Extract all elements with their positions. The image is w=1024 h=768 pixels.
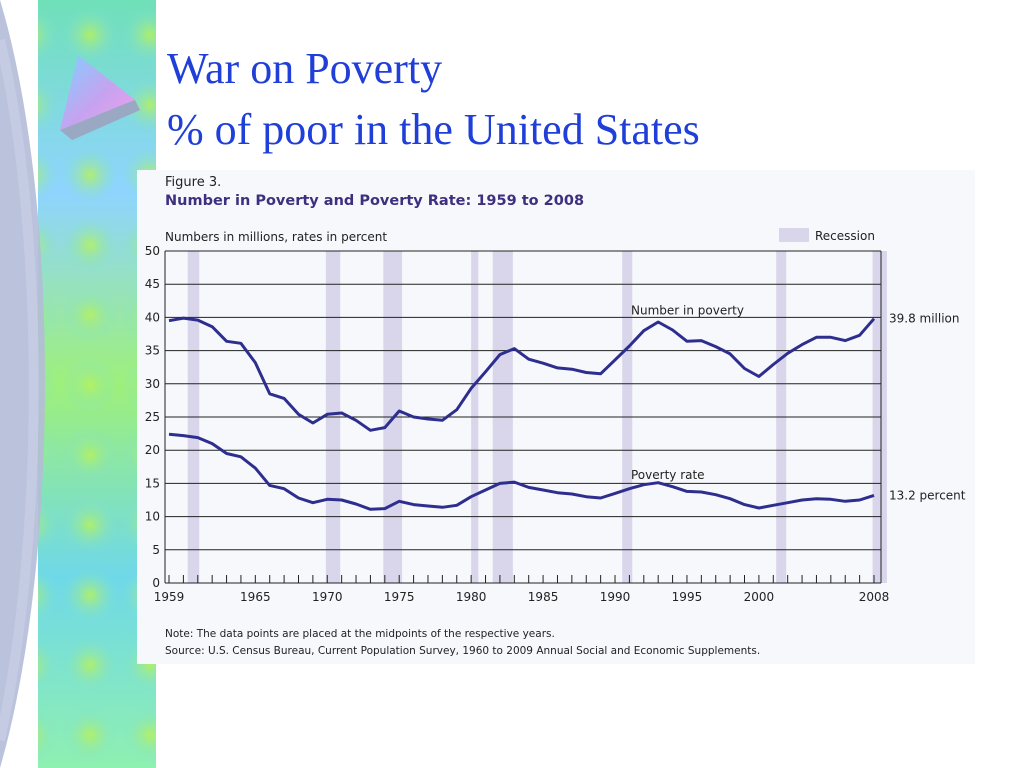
slide-title-line2: % of poor in the United States [167,105,700,154]
poverty-chart: Figure 3. Number in Poverty and Poverty … [145,175,966,657]
x-tick-label: 2008 [859,590,890,604]
y-tick-label: 45 [145,277,160,291]
y-tick-label: 40 [145,310,160,324]
triangle-logo-icon [60,55,140,140]
units-note: Numbers in millions, rates in percent [165,230,387,244]
source-text: Source: U.S. Census Bureau, Current Popu… [165,645,760,657]
x-tick-label: 1980 [456,590,487,604]
figure-title: Number in Poverty and Poverty Rate: 1959… [165,193,584,209]
number-in-poverty-line [168,316,876,432]
x-tick-label: 1990 [600,590,631,604]
gridlines [165,250,881,584]
x-tick-label: 2000 [744,590,775,604]
number-end-value-label: 39.8 million [889,312,960,326]
x-tick-label: 1975 [384,590,415,604]
figure-label: Figure 3. [165,175,221,190]
y-tick-label: 20 [145,443,160,457]
figure-panel: Figure 3. Number in Poverty and Poverty … [137,170,975,664]
y-tick-label: 35 [145,344,160,358]
legend-recession-label: Recession [815,229,875,243]
axes: 0 5 10 15 20 25 30 35 40 45 50 1959 1965 1970 1975 1980… [145,244,890,604]
note-text: Note: The data points are placed at the … [165,628,555,640]
slide-title-line1: War on Poverty [167,44,443,93]
y-tick-label: 0 [152,576,160,590]
y-tick-label: 15 [145,476,160,490]
y-tick-label: 30 [145,377,160,391]
y-tick-label: 25 [145,410,160,424]
x-tick-label: 1985 [528,590,559,604]
series-lines [168,316,876,511]
x-tick-label: 1965 [240,590,271,604]
poverty-rate-label: Poverty rate [631,468,705,482]
y-tick-label: 5 [152,543,160,557]
y-tick-label: 10 [145,510,160,524]
x-tick-label: 1970 [312,590,343,604]
series-labels: Number in poverty 39.8 million Poverty rat… [631,304,966,503]
x-tick-label: 1995 [672,590,703,604]
legend-recession-swatch [779,228,809,242]
rate-end-value-label: 13.2 percent [889,488,966,502]
decorative-pattern-strip [0,0,156,768]
slide-title: War on Poverty % of poor in the United S… [167,38,700,160]
number-in-poverty-label: Number in poverty [631,304,744,318]
poverty-rate-line [168,432,875,511]
x-tick-label: 1959 [154,590,185,604]
y-tick-label: 50 [145,244,160,258]
